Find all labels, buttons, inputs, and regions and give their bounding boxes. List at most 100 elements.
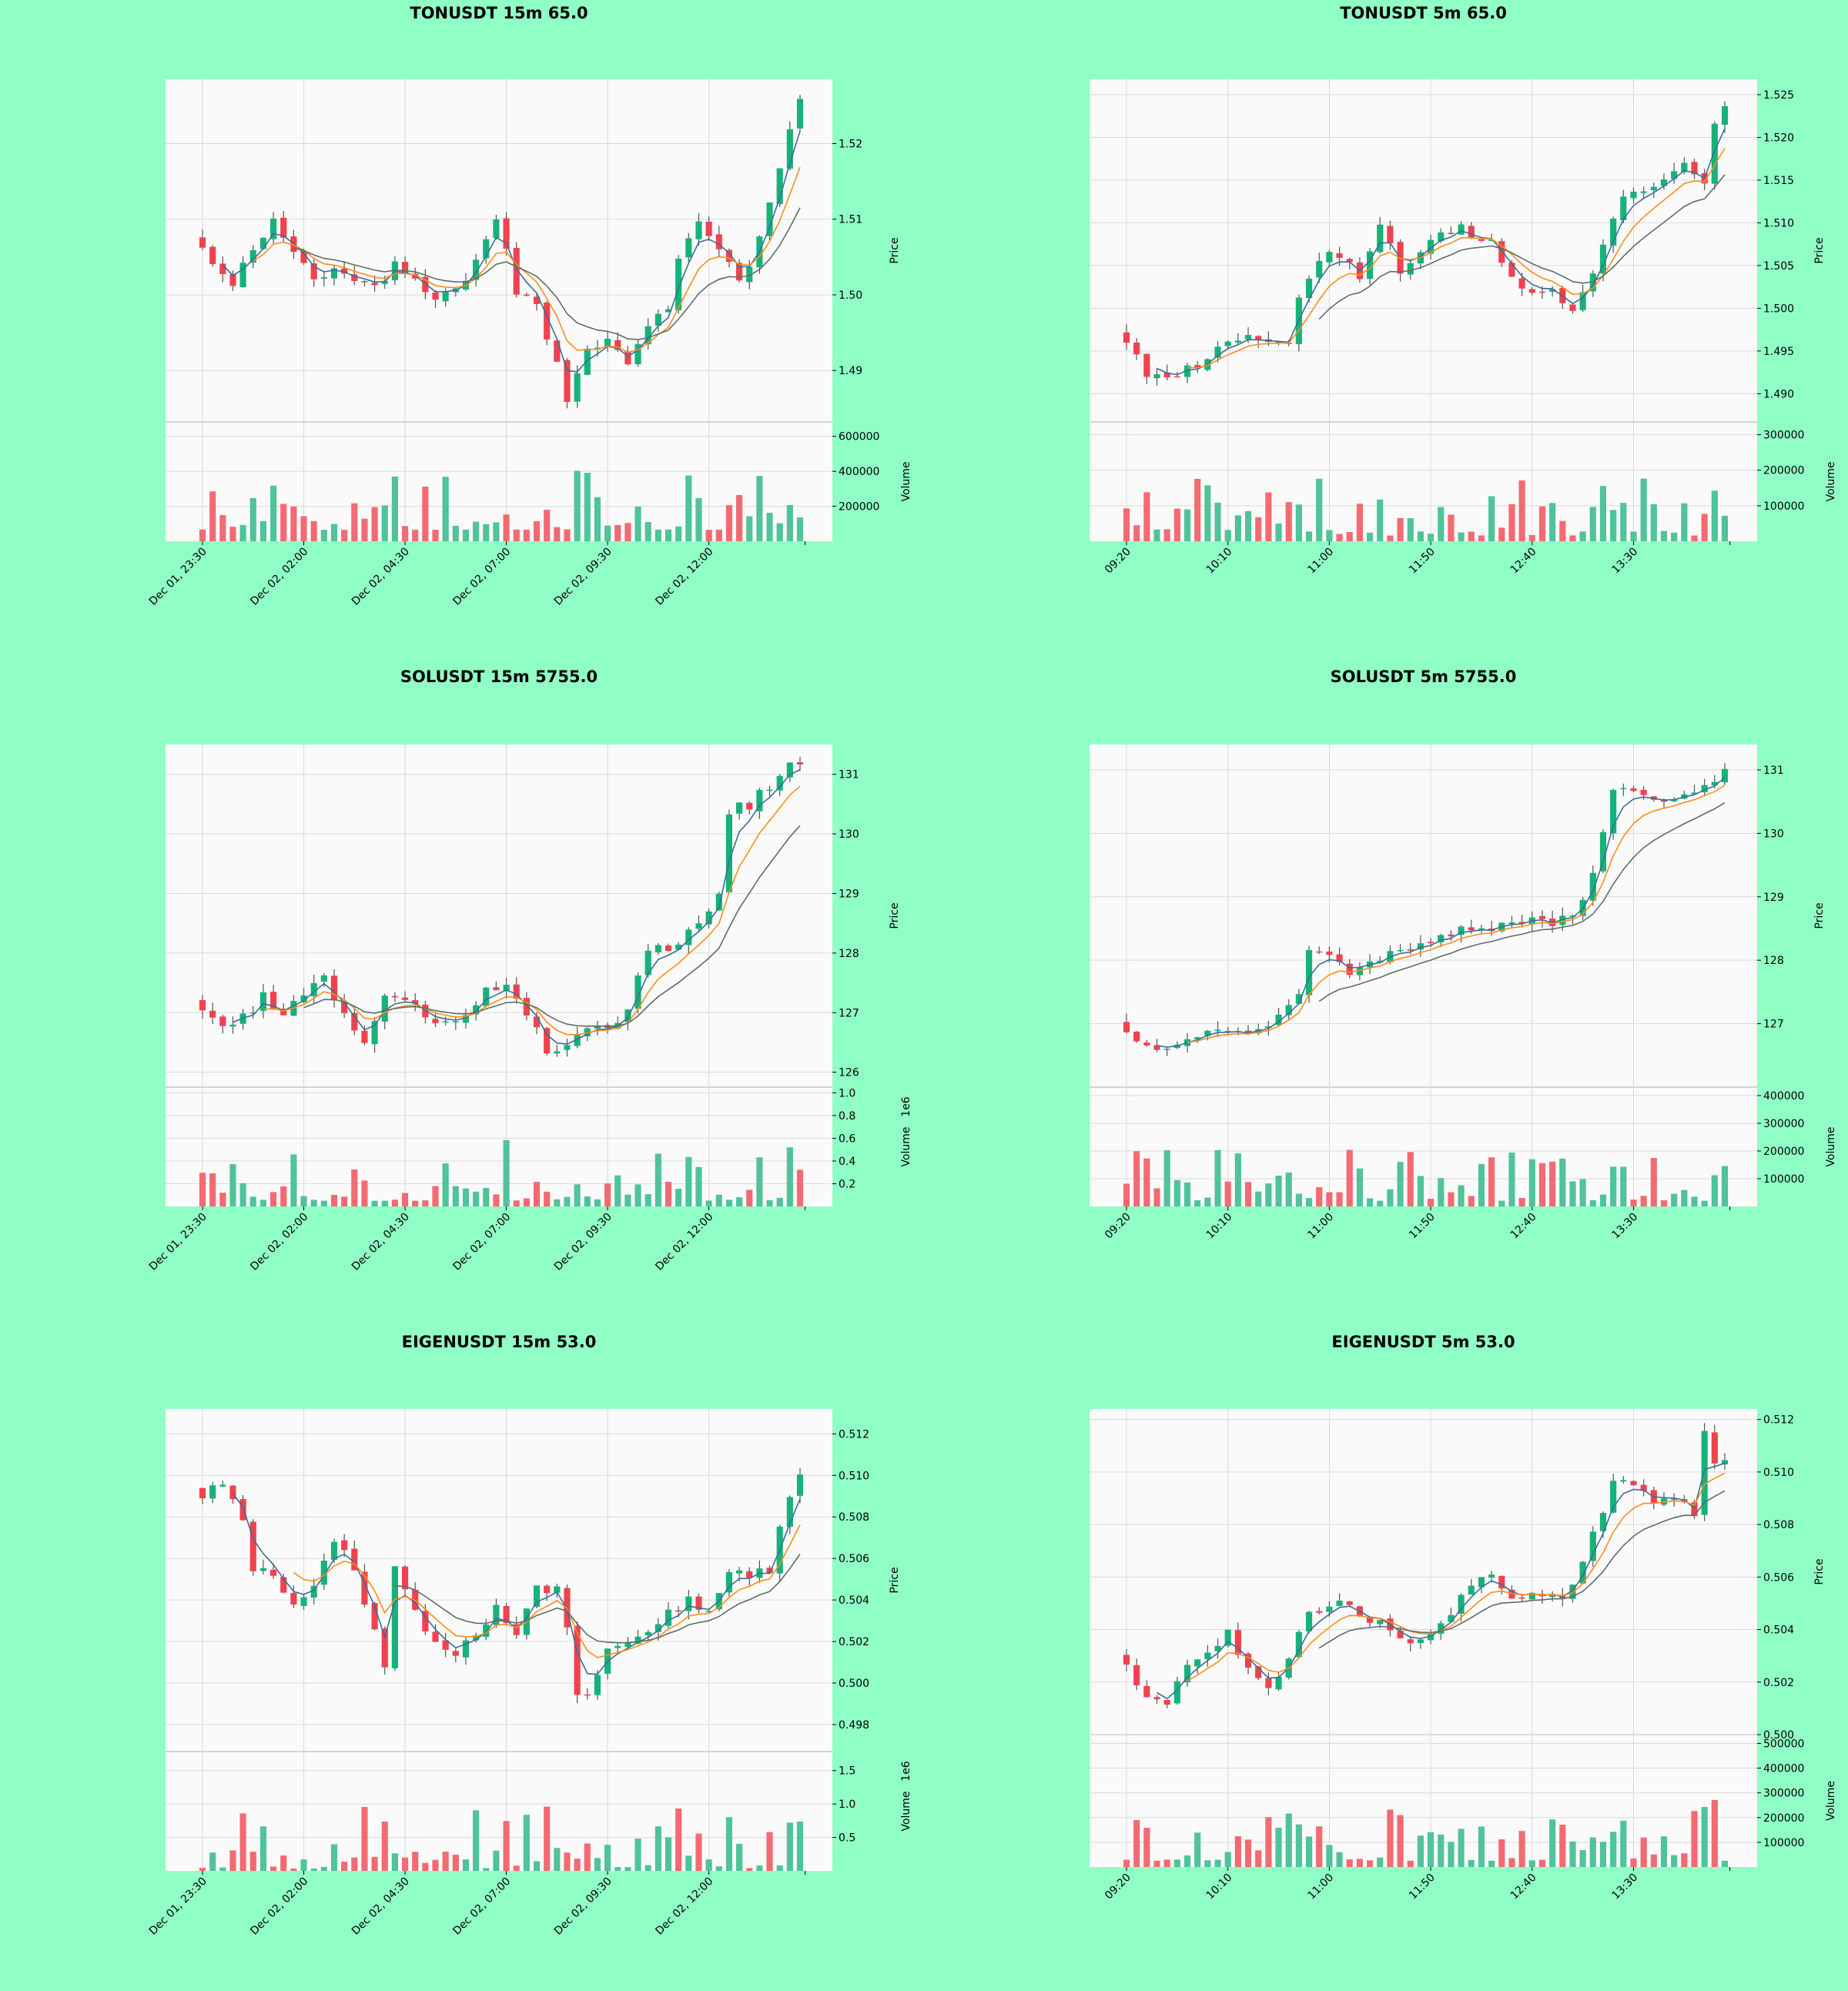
candle-body — [1407, 263, 1414, 275]
candle-body — [1244, 335, 1252, 340]
candle-body — [1173, 376, 1180, 378]
candle-body — [1640, 1484, 1647, 1491]
candle-body — [1397, 949, 1404, 952]
volume-bar — [1711, 1175, 1718, 1206]
volume-bar — [533, 1861, 541, 1871]
candle-body — [1599, 244, 1607, 274]
candle-body — [391, 1566, 398, 1668]
volume-bar — [310, 1868, 317, 1871]
candle-body — [1610, 1481, 1617, 1513]
volume-bar — [1275, 524, 1282, 541]
candle-body — [1559, 915, 1566, 925]
volume-bar — [473, 521, 480, 541]
candle-body — [320, 1560, 327, 1585]
price-tick-label: 0.510 — [839, 1470, 869, 1482]
candle-body — [1295, 994, 1302, 1004]
price-tick-label: 131 — [1763, 765, 1784, 777]
volume-bar — [1417, 1835, 1424, 1867]
candle-body — [1143, 1685, 1150, 1698]
volume-bar — [1346, 531, 1353, 541]
candle-body — [1123, 1655, 1130, 1665]
volume-bar — [1428, 534, 1435, 541]
candle-body — [259, 992, 266, 1012]
volume-bar — [1356, 1859, 1363, 1867]
candle-body — [483, 1624, 490, 1637]
price-tick-label: 1.49 — [839, 365, 862, 377]
volume-bar — [199, 1868, 206, 1871]
volume-bar — [1387, 1809, 1394, 1867]
candle-body — [239, 1499, 246, 1521]
volume-bar — [523, 1198, 530, 1206]
volume-bar — [554, 1199, 561, 1206]
volume-bar — [1377, 1200, 1384, 1206]
volume-bar — [1224, 530, 1231, 541]
candle-body — [1194, 1037, 1201, 1039]
price-tick-label: 1.525 — [1763, 89, 1794, 102]
candle-body — [401, 997, 409, 1000]
x-tick-label: Dec 02, 04:30 — [350, 1211, 412, 1273]
volume-bar — [1599, 1842, 1607, 1867]
volume-bar — [1701, 514, 1708, 541]
volume-bar — [1183, 1182, 1191, 1206]
volume-bar — [614, 524, 621, 541]
volume-bar — [422, 487, 429, 541]
volume-bar — [584, 1843, 591, 1871]
volume-bar — [1488, 1157, 1495, 1206]
candle-body — [259, 1568, 266, 1571]
volume-bar — [229, 527, 236, 541]
volume-bar — [452, 526, 459, 541]
volume-bar — [1123, 1859, 1130, 1867]
candle-body — [654, 313, 661, 326]
candle-body — [705, 221, 712, 236]
volume-bar — [1620, 1820, 1627, 1867]
price-tick-label: 1.495 — [1763, 346, 1794, 358]
candle-body — [1204, 1652, 1211, 1660]
chart-title: TONUSDT 15m 65.0 — [410, 4, 588, 22]
moving-average-line-2 — [253, 166, 801, 353]
candle-body — [493, 219, 500, 239]
candle-body — [736, 1570, 743, 1574]
volume-exponent: 1e6 — [900, 1096, 912, 1117]
volume-bar — [594, 1858, 601, 1871]
price-panel — [166, 1409, 832, 1752]
price-tick-label: 128 — [839, 948, 859, 960]
volume-bar — [493, 1850, 500, 1871]
volume-bar — [199, 529, 206, 541]
candle-body — [1305, 949, 1313, 996]
candle-body — [1275, 341, 1282, 343]
volume-bar — [351, 1857, 358, 1871]
candle-body — [229, 1485, 236, 1500]
candle-body — [675, 944, 682, 950]
candle-body — [1518, 922, 1525, 924]
candle-body — [1589, 872, 1596, 901]
candle-body — [503, 985, 510, 992]
candle-body — [1326, 252, 1333, 263]
volume-bar — [391, 1853, 398, 1871]
volume-bar — [1295, 504, 1302, 541]
chart-4: SOLUSDT 5m 5755.0 09:20 10:10 11:00 11:50 12:… — [1090, 668, 1837, 1241]
price-panel — [166, 79, 832, 422]
candle-body — [614, 340, 621, 350]
volume-bar — [483, 1868, 490, 1871]
volume-panel — [166, 422, 832, 541]
volume-bar — [1194, 1200, 1201, 1206]
candle-body — [1224, 341, 1231, 346]
volume-bar — [1701, 1806, 1708, 1867]
volume-bar — [604, 1845, 611, 1871]
volume-bar — [351, 1169, 358, 1206]
volume-exponent: 1e6 — [900, 1761, 912, 1782]
volume-bar — [219, 1867, 226, 1871]
candle-body — [1549, 1594, 1556, 1598]
volume-bar — [1295, 1824, 1302, 1867]
volume-bar — [1660, 1200, 1668, 1206]
candle-body — [330, 1541, 338, 1560]
volume-bar — [391, 1200, 398, 1206]
volume-bar — [412, 1852, 419, 1871]
candle-body — [1569, 304, 1576, 311]
x-tick-label: Dec 02, 12:00 — [653, 1211, 715, 1273]
candle-body — [1123, 332, 1130, 343]
volume-bar — [1478, 535, 1485, 541]
candle-body — [1711, 123, 1718, 184]
candle-body — [462, 1015, 470, 1023]
x-tick-label: 12:40 — [1508, 1872, 1539, 1902]
